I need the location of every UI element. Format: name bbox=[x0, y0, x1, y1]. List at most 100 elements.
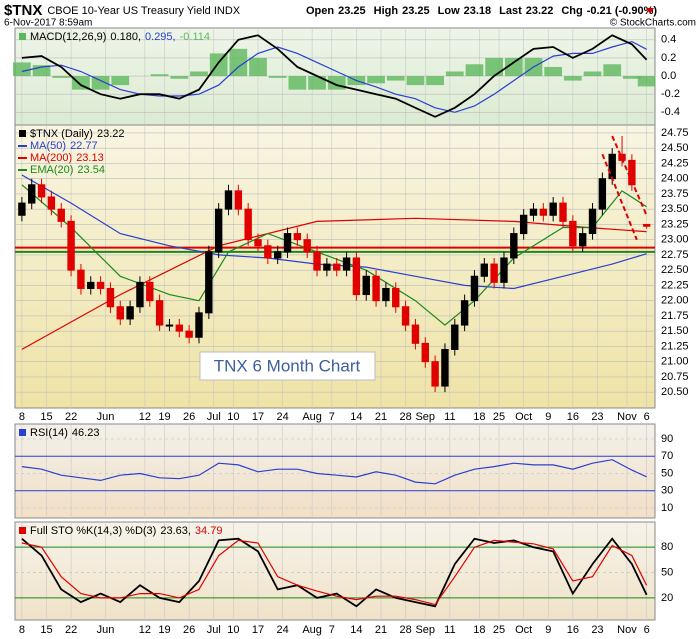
y-tick-label: 21.25 bbox=[661, 340, 689, 352]
annotation-box bbox=[199, 351, 376, 381]
x-tick-label: 25 bbox=[493, 411, 505, 423]
x-tick-label: 8 bbox=[19, 624, 25, 636]
x-tick-label: Jul bbox=[207, 411, 221, 423]
legend-entry: RSI(14) 46.23 bbox=[30, 427, 99, 439]
y-tick-label: 21.75 bbox=[661, 310, 689, 322]
panel-background bbox=[14, 423, 656, 519]
trend-line bbox=[611, 135, 648, 216]
legend-value: 23.22 bbox=[97, 128, 125, 140]
legend-value: 0.180, bbox=[110, 31, 141, 43]
histogram-bar bbox=[544, 66, 563, 77]
candle-body bbox=[323, 263, 331, 271]
candle-body bbox=[214, 208, 223, 253]
x-tick-label: 14 bbox=[350, 411, 362, 423]
x-tick-label: 23 bbox=[591, 624, 603, 636]
x-tick-label: 8 bbox=[19, 411, 25, 423]
candle-body bbox=[362, 275, 370, 296]
x-tick-label: 28 bbox=[399, 624, 411, 636]
legend-swatch bbox=[19, 33, 26, 40]
candle-body bbox=[116, 306, 124, 320]
x-tick-label: 10 bbox=[227, 411, 239, 423]
histogram-bar bbox=[445, 71, 464, 77]
x-tick-label: 14 bbox=[350, 624, 362, 636]
x-tick-label: 17 bbox=[252, 624, 264, 636]
legend-name: $TNX (Daily) bbox=[30, 128, 93, 140]
candle-body bbox=[264, 245, 272, 259]
y-tick-label: 50 bbox=[661, 467, 673, 479]
legend-value: 23.63, bbox=[160, 525, 191, 537]
x-tick-label: 18 bbox=[473, 411, 485, 423]
histogram-bar bbox=[13, 62, 31, 77]
candle-body bbox=[608, 153, 616, 180]
x-tick-label: 9 bbox=[545, 624, 551, 636]
y-tick-label: 23.25 bbox=[661, 218, 689, 230]
legend-swatch bbox=[19, 429, 26, 436]
histogram-bar bbox=[386, 76, 405, 81]
candle-body bbox=[47, 196, 56, 210]
y-tick-label: 0.4 bbox=[661, 34, 676, 46]
x-tick-label: 10 bbox=[227, 624, 239, 636]
x-tick-label: 7 bbox=[329, 624, 335, 636]
candle-body bbox=[57, 208, 65, 222]
candle-body bbox=[155, 300, 164, 326]
candle-body bbox=[559, 202, 567, 222]
x-tick-label: 12 bbox=[139, 624, 151, 636]
x-tick-label: 7 bbox=[329, 411, 335, 423]
symbol: $TNX bbox=[4, 2, 42, 19]
y-tick-label: 23.50 bbox=[661, 203, 689, 215]
histogram-bar bbox=[465, 64, 484, 77]
candle-body bbox=[293, 233, 302, 241]
candle-body bbox=[401, 306, 410, 326]
candle-body bbox=[490, 263, 498, 283]
candle-body bbox=[372, 275, 380, 302]
candle-body bbox=[500, 257, 508, 283]
y-tick-label: 21.00 bbox=[661, 356, 689, 368]
histogram-bar bbox=[190, 71, 208, 77]
candle-body bbox=[67, 220, 75, 271]
instrument-name: CBOE 10-Year US Treasury Yield INDX bbox=[47, 5, 240, 17]
copyright: © StockCharts.com bbox=[610, 18, 696, 29]
legend-entry: Full STO %K(14,3) %D(3) 23.63, 34.79 bbox=[30, 525, 222, 537]
y-tick-label: 24.25 bbox=[661, 157, 689, 169]
quote-value: 23.22 bbox=[526, 5, 554, 17]
x-tick-label: Aug bbox=[302, 411, 322, 423]
candle-body bbox=[460, 300, 469, 326]
y-tick-label: 24.00 bbox=[661, 173, 689, 185]
signal-line bbox=[21, 40, 647, 113]
x-tick-label: 22 bbox=[65, 624, 77, 636]
y-tick-label: 20 bbox=[661, 592, 673, 604]
histogram-bar bbox=[229, 48, 248, 77]
x-tick-label: Sep bbox=[415, 624, 435, 636]
legend-value: 0.295, bbox=[145, 31, 176, 43]
y-tick-label: 22.50 bbox=[661, 264, 689, 276]
quote-label: Low bbox=[438, 5, 460, 17]
legend-name: MA(50) bbox=[30, 140, 66, 152]
timestamp: 6-Nov-2017 8:59am bbox=[4, 18, 92, 29]
histogram-bar bbox=[209, 53, 228, 77]
x-tick-label: 11 bbox=[444, 411, 455, 423]
x-tick-label: 21 bbox=[375, 411, 387, 423]
candle-body bbox=[106, 287, 115, 308]
y-tick-label: 0.0 bbox=[661, 70, 676, 82]
histogram-bar bbox=[406, 76, 425, 86]
quote-label: Open bbox=[306, 5, 334, 17]
candle-body bbox=[254, 239, 262, 247]
y-tick-label: 23.75 bbox=[661, 188, 689, 200]
histogram-bar bbox=[32, 65, 51, 77]
candle-body bbox=[165, 324, 174, 327]
candle-body bbox=[431, 361, 439, 387]
x-tick-label: 12 bbox=[139, 411, 151, 423]
x-tick-label: 24 bbox=[276, 411, 288, 423]
candle-body bbox=[96, 281, 105, 289]
annotation: TNX 6 Month Chart bbox=[214, 356, 361, 375]
candle-body bbox=[146, 281, 154, 302]
quote: Open 23.25 High 23.25 Low 23.18 Last 23.22 Chg -0… bbox=[306, 5, 657, 17]
y-tick-label: -0.2 bbox=[661, 88, 680, 100]
candle-body bbox=[283, 233, 292, 253]
candle-body bbox=[411, 324, 420, 344]
quote-value: 23.18 bbox=[464, 5, 492, 17]
histogram-bar bbox=[485, 57, 503, 77]
candle-body bbox=[529, 208, 538, 216]
candle-body bbox=[244, 208, 252, 241]
x-tick-label: 19 bbox=[158, 411, 170, 423]
